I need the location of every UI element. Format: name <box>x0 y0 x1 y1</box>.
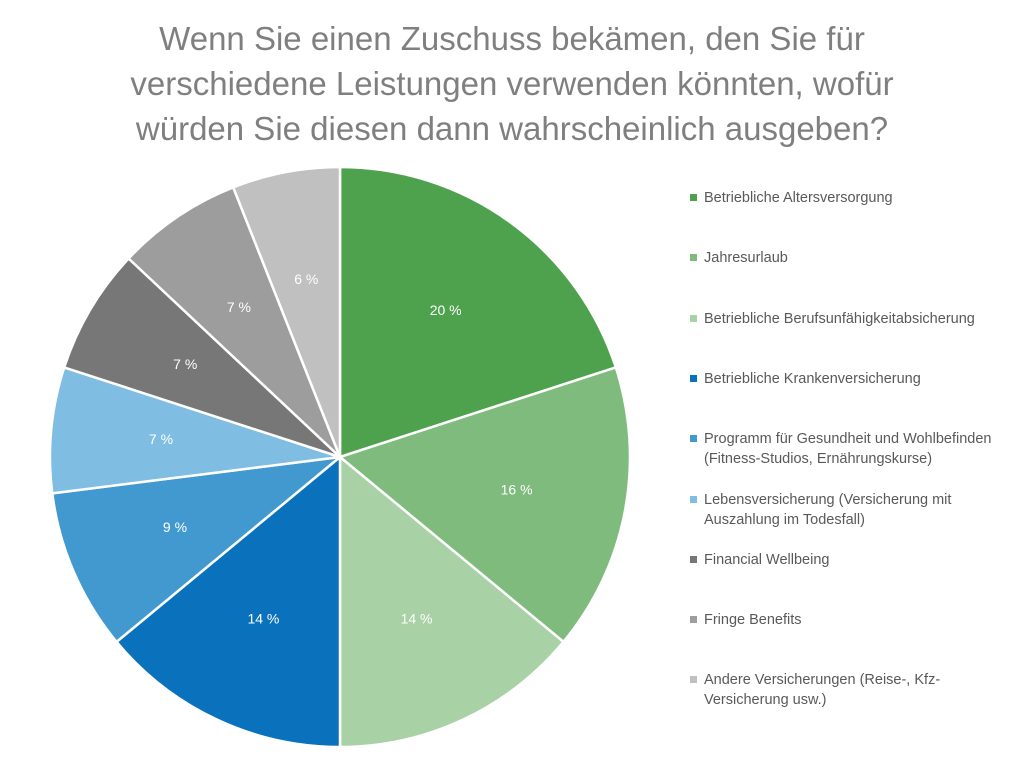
legend-swatch-3 <box>690 314 697 322</box>
chart-title-line-3: würden Sie diesen dann wahrscheinlich au… <box>135 110 889 147</box>
chart-title: Wenn Sie einen Zuschuss bekämen, den Sie… <box>62 16 962 151</box>
pie-slice-3 <box>338 455 565 749</box>
pie-slice-9 <box>231 165 342 459</box>
pie-slice-6 <box>48 366 342 495</box>
pie-slice-label-3: 14 % <box>401 610 433 626</box>
chart-title-line-1: Wenn Sie einen Zuschuss bekämen, den Sie… <box>159 20 865 57</box>
pie-slice-label-4: 14 % <box>247 610 279 626</box>
legend-label-7: Financial Wellbeing <box>704 551 830 568</box>
legend-swatch-2 <box>690 254 697 262</box>
pie-slice-7 <box>62 257 342 459</box>
pie-slices <box>48 165 632 749</box>
pie-slice-2 <box>338 366 632 644</box>
legend-label-8: Fringe Benefits <box>704 612 802 629</box>
pie-slice-5 <box>51 455 342 644</box>
legend-label-5: Programm für Gesundheit und Wohlbefinden… <box>704 431 992 468</box>
pie-slice-label-8: 7 % <box>227 299 251 315</box>
legend-label-2: Jahresurlaub <box>704 250 788 267</box>
pie-slice-label-1: 20 % <box>430 302 462 318</box>
legend-label-3: Betriebliche Berufsunfähigkeitabsicherun… <box>704 310 975 327</box>
pie-slice-label-6: 7 % <box>149 431 173 447</box>
pie-slice-4 <box>115 455 342 749</box>
legend-label-4: Betriebliche Krankenversicherung <box>704 370 921 387</box>
legend-label-1: Betriebliche Altersversorgung <box>704 190 893 206</box>
legend-label-6: Lebensversicherung (Versicherung mit Aus… <box>704 491 952 528</box>
chart-title-line-2: verschiedene Leistungen verwenden könnte… <box>130 65 894 102</box>
legend-label-9: Andere Versicherungen (Reise-, Kfz-Versi… <box>704 672 941 709</box>
pie-slice-1 <box>338 165 618 459</box>
legend-swatch-8 <box>690 616 697 624</box>
legend-swatch-9 <box>690 676 697 684</box>
legend-swatch-6 <box>690 495 697 503</box>
pie-slice-8 <box>127 186 342 459</box>
legend-swatch-4 <box>690 374 697 382</box>
pie-slice-label-5: 9 % <box>163 519 187 535</box>
pie-slice-label-7: 7 % <box>173 356 197 372</box>
legend-swatch-1 <box>690 194 697 201</box>
legend-swatch-5 <box>690 435 697 443</box>
pie-slice-label-9: 6 % <box>294 271 318 287</box>
pie-slice-label-2: 16 % <box>501 481 533 497</box>
legend-swatch-7 <box>690 555 697 563</box>
pie-data-labels: 20 % 16 % 14 % 14 % 9 % 7 % 7 % 7 % 6 % <box>149 271 533 626</box>
